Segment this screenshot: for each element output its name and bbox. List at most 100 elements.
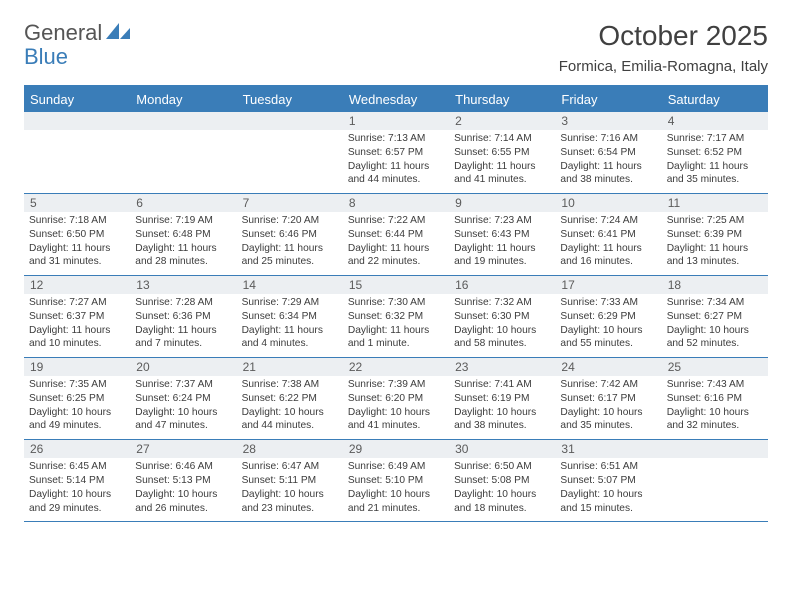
day-body: Sunrise: 6:51 AMSunset: 5:07 PMDaylight:… <box>555 458 661 521</box>
dayname-monday: Monday <box>130 87 236 112</box>
week-row: 262728293031Sunrise: 6:45 AMSunset: 5:14… <box>24 440 768 522</box>
sunset-text: Sunset: 6:16 PM <box>667 392 763 406</box>
day-body: Sunrise: 7:33 AMSunset: 6:29 PMDaylight:… <box>555 294 661 357</box>
daylight-text-2: and 38 minutes. <box>560 173 656 187</box>
day-number: 31 <box>555 440 661 458</box>
daylight-text-2: and 23 minutes. <box>242 502 338 516</box>
daylight-text-1: Daylight: 11 hours <box>348 324 444 338</box>
day-body: Sunrise: 7:28 AMSunset: 6:36 PMDaylight:… <box>130 294 236 357</box>
day-number: 20 <box>130 358 236 376</box>
sunrise-text: Sunrise: 7:23 AM <box>454 214 550 228</box>
week-row: 567891011Sunrise: 7:18 AMSunset: 6:50 PM… <box>24 194 768 276</box>
daylight-text-1: Daylight: 10 hours <box>242 406 338 420</box>
day-number-row: 262728293031 <box>24 440 768 458</box>
day-number: 6 <box>130 194 236 212</box>
sunset-text: Sunset: 5:11 PM <box>242 474 338 488</box>
daylight-text-1: Daylight: 11 hours <box>667 242 763 256</box>
daylight-text-1: Daylight: 11 hours <box>348 242 444 256</box>
dayname-tuesday: Tuesday <box>237 87 343 112</box>
daylight-text-2: and 13 minutes. <box>667 255 763 269</box>
day-body: Sunrise: 7:41 AMSunset: 6:19 PMDaylight:… <box>449 376 555 439</box>
day-number: 14 <box>237 276 343 294</box>
sunset-text: Sunset: 6:54 PM <box>560 146 656 160</box>
day-body: Sunrise: 7:19 AMSunset: 6:48 PMDaylight:… <box>130 212 236 275</box>
brand-text-2: Blue <box>24 44 68 70</box>
week-row: 1234Sunrise: 7:13 AMSunset: 6:57 PMDayli… <box>24 112 768 194</box>
daylight-text-2: and 19 minutes. <box>454 255 550 269</box>
day-body: Sunrise: 7:29 AMSunset: 6:34 PMDaylight:… <box>237 294 343 357</box>
weeks-container: 1234Sunrise: 7:13 AMSunset: 6:57 PMDayli… <box>24 112 768 522</box>
day-number: 1 <box>343 112 449 130</box>
daylight-text-2: and 41 minutes. <box>348 419 444 433</box>
daylight-text-2: and 1 minute. <box>348 337 444 351</box>
sunset-text: Sunset: 5:07 PM <box>560 474 656 488</box>
daylight-text-2: and 7 minutes. <box>135 337 231 351</box>
dayname-header-row: SundayMondayTuesdayWednesdayThursdayFrid… <box>24 87 768 112</box>
dayname-wednesday: Wednesday <box>343 87 449 112</box>
day-body: Sunrise: 6:49 AMSunset: 5:10 PMDaylight:… <box>343 458 449 521</box>
day-body: Sunrise: 7:30 AMSunset: 6:32 PMDaylight:… <box>343 294 449 357</box>
day-body-row: Sunrise: 7:27 AMSunset: 6:37 PM Daylight:… <box>24 294 768 357</box>
daylight-text-1: Daylight: 10 hours <box>560 406 656 420</box>
day-number: 12 <box>24 276 130 294</box>
sunrise-text: Sunrise: 7:29 AM <box>242 296 338 310</box>
sunset-text: Sunset: 6:34 PM <box>242 310 338 324</box>
daylight-text-2: and 35 minutes. <box>560 419 656 433</box>
dayname-saturday: Saturday <box>662 87 768 112</box>
daylight-text-2: and 31 minutes. <box>29 255 125 269</box>
daylight-text-2: and 28 minutes. <box>135 255 231 269</box>
sunrise-text: Sunrise: 7:30 AM <box>348 296 444 310</box>
daylight-text-1: Daylight: 11 hours <box>135 324 231 338</box>
daylight-text-2: and 10 minutes. <box>29 337 125 351</box>
sunset-text: Sunset: 6:27 PM <box>667 310 763 324</box>
daylight-text-1: Daylight: 10 hours <box>135 406 231 420</box>
daylight-text-1: Daylight: 10 hours <box>454 406 550 420</box>
week-row: 19202122232425Sunrise: 7:35 AMSunset: 6:… <box>24 358 768 440</box>
day-body-row: Sunrise: 7:18 AMSunset: 6:50 PMDaylight:… <box>24 212 768 275</box>
sunset-text: Sunset: 6:37 PM <box>29 310 125 324</box>
day-body: Sunrise: 7:43 AMSunset: 6:16 PMDaylight:… <box>662 376 768 439</box>
day-number: 18 <box>662 276 768 294</box>
daylight-text-1: Daylight: 11 hours <box>667 160 763 174</box>
sunrise-text: Sunrise: 6:51 AM <box>560 460 656 474</box>
daylight-text-2: and 58 minutes. <box>454 337 550 351</box>
sunset-text: Sunset: 6:55 PM <box>454 146 550 160</box>
day-body: Sunrise: 7:38 AMSunset: 6:22 PMDaylight:… <box>237 376 343 439</box>
sunset-text: Sunset: 6:24 PM <box>135 392 231 406</box>
day-number: 3 <box>555 112 661 130</box>
daylight-text-1: Daylight: 10 hours <box>29 406 125 420</box>
sunrise-text: Sunrise: 6:49 AM <box>348 460 444 474</box>
sunset-text: Sunset: 6:32 PM <box>348 310 444 324</box>
day-number: 7 <box>237 194 343 212</box>
sunset-text: Sunset: 6:57 PM <box>348 146 444 160</box>
day-body: Sunrise: 7:13 AMSunset: 6:57 PMDaylight:… <box>343 130 449 193</box>
day-body: Sunrise: 7:42 AMSunset: 6:17 PMDaylight:… <box>555 376 661 439</box>
sunset-text: Sunset: 5:10 PM <box>348 474 444 488</box>
sunrise-text: Sunrise: 7:25 AM <box>667 214 763 228</box>
sunrise-text: Sunrise: 7:18 AM <box>29 214 125 228</box>
daylight-text-2: and 22 minutes. <box>348 255 444 269</box>
sunrise-text: Sunrise: 7:16 AM <box>560 132 656 146</box>
sunset-text: Sunset: 6:30 PM <box>454 310 550 324</box>
sunset-text: Sunset: 6:17 PM <box>560 392 656 406</box>
daylight-text-1: Daylight: 10 hours <box>29 488 125 502</box>
sunrise-text: Sunrise: 7:41 AM <box>454 378 550 392</box>
sunset-text: Sunset: 6:39 PM <box>667 228 763 242</box>
day-number: 26 <box>24 440 130 458</box>
day-body: Sunrise: 6:45 AMSunset: 5:14 PMDaylight:… <box>24 458 130 521</box>
sunrise-text: Sunrise: 7:27 AM <box>29 296 125 310</box>
sunrise-text: Sunrise: 7:19 AM <box>135 214 231 228</box>
sunset-text: Sunset: 6:22 PM <box>242 392 338 406</box>
sunrise-text: Sunrise: 7:20 AM <box>242 214 338 228</box>
day-number <box>130 112 236 130</box>
day-number: 15 <box>343 276 449 294</box>
day-body: Sunrise: 7:39 AMSunset: 6:20 PMDaylight:… <box>343 376 449 439</box>
day-number-row: 12131415161718 <box>24 276 768 294</box>
sunrise-text: Sunrise: 7:38 AM <box>242 378 338 392</box>
day-number <box>24 112 130 130</box>
sunset-text: Sunset: 6:44 PM <box>348 228 444 242</box>
day-number: 23 <box>449 358 555 376</box>
sunrise-text: Sunrise: 7:34 AM <box>667 296 763 310</box>
sunrise-text: Sunrise: 7:39 AM <box>348 378 444 392</box>
day-number: 2 <box>449 112 555 130</box>
